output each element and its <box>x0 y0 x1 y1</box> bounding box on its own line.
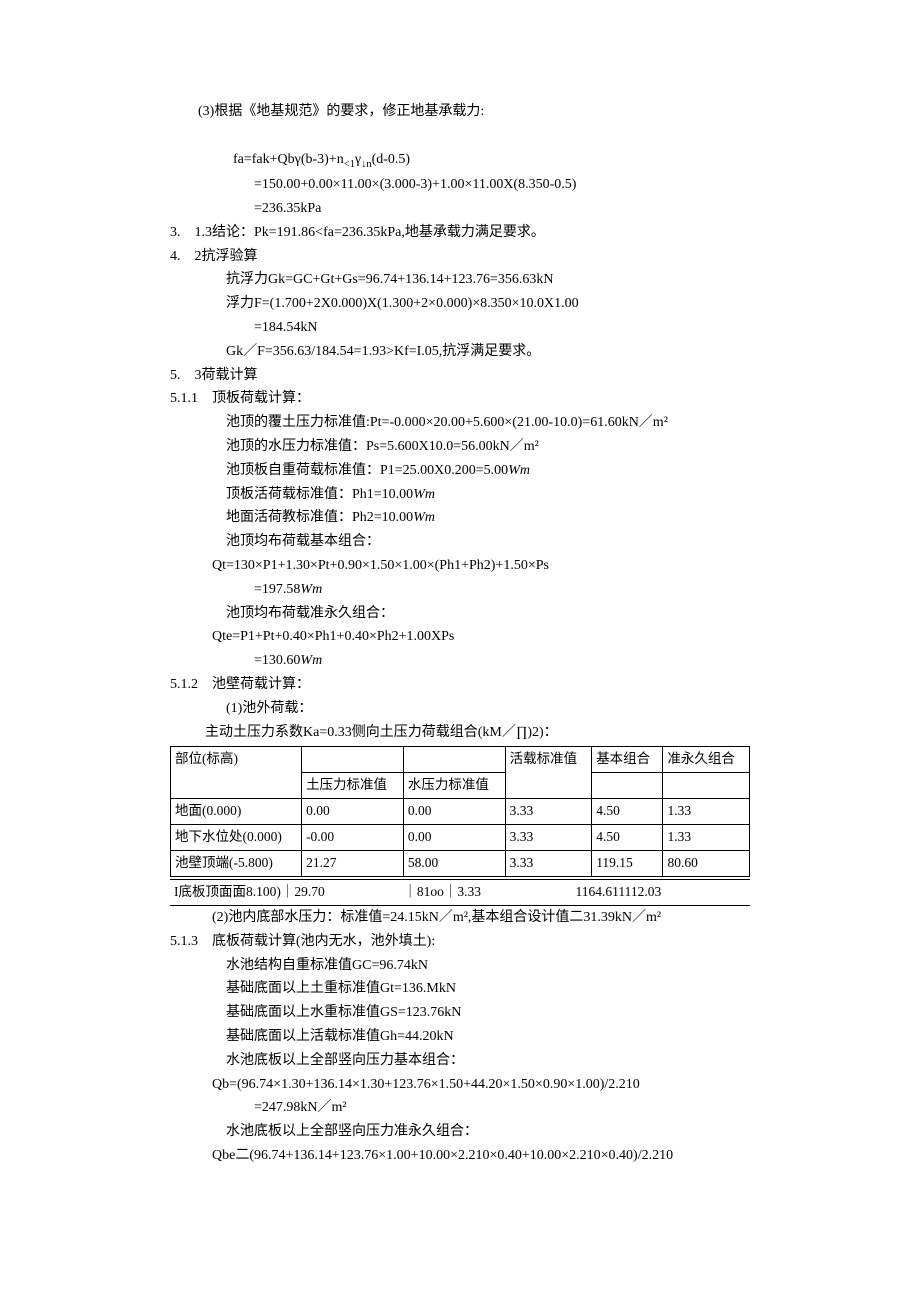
td: 4.50 <box>592 799 663 825</box>
text-line: 5. 3荷载计算 <box>170 364 750 388</box>
th: 部位(标高) <box>171 747 302 799</box>
pressure-table: 部位(标高) 活载标准值 基本组合 准永久组合 土压力标准值 水压力标准值 地面… <box>170 746 750 877</box>
text-line: =197.58Wm <box>170 578 750 602</box>
text-line: fa=fak+Qbγ(b-3)+n<1γ↓n(d-0.5) <box>170 124 750 173</box>
text-line: Qte=P1+Pt+0.40×Ph1+0.40×Ph2+1.00XPs <box>170 625 750 649</box>
td: 1.33 <box>663 799 750 825</box>
text-line: =247.98kN／m² <box>170 1096 750 1120</box>
text-line: 池顶均布荷载基本组合： <box>170 530 750 554</box>
text-line: 浮力F=(1.700+2X0.000)X(1.300+2×0.000)×8.35… <box>170 292 750 316</box>
text-line: 池顶的覆土压力标准值:Pt=-0.000×20.00+5.600×(21.00-… <box>170 411 750 435</box>
th-empty <box>302 747 404 773</box>
td: 地下水位处(0.000) <box>171 825 302 851</box>
td: 21.27 <box>302 851 404 877</box>
th: 基本组合 <box>592 747 663 773</box>
text-line: 主动土压力系数Ka=0.33侧向土压力荷载组合(kM／∏)2)： <box>170 721 750 745</box>
text-line: 基础底面以上土重标准值Gt=136.MkN <box>170 977 750 1001</box>
td: 3.33 <box>505 799 592 825</box>
text-line: 基础底面以上水重标准值GS=123.76kN <box>170 1001 750 1025</box>
frag: 池顶板自重荷载标准值：P1=25.00X0.200=5.00 <box>226 463 508 478</box>
table-header-row: 部位(标高) 活载标准值 基本组合 准永久组合 <box>171 747 750 773</box>
text-line: 池顶的水压力标准值：Ps=5.600X10.0=56.00kN／m² <box>170 435 750 459</box>
italic: Wm <box>413 510 435 525</box>
text-line: 池顶均布荷载准永久组合： <box>170 602 750 626</box>
text-line: 池顶板自重荷载标准值：P1=25.00X0.200=5.00Wm <box>170 459 750 483</box>
th-empty <box>403 747 505 773</box>
text-line: (3)根据《地基规范》的要求，修正地基承载力: <box>170 100 750 124</box>
td: 58.00 <box>403 851 505 877</box>
frag: 地面活荷教标准值：Ph2=10.00 <box>226 510 413 525</box>
text-line: Qt=130×P1+1.30×Pt+0.90×1.50×1.00×(Ph1+Ph… <box>170 554 750 578</box>
text-line: =130.60Wm <box>170 649 750 673</box>
td: 0.00 <box>302 799 404 825</box>
frag: =197.58 <box>254 582 300 597</box>
text-line: 5.1.3 底板荷载计算(池内无水，池外填土): <box>170 930 750 954</box>
text-line: Qb=(96.74×1.30+136.14×1.30+123.76×1.50+4… <box>170 1073 750 1097</box>
table-row: 地下水位处(0.000) -0.00 0.00 3.33 4.50 1.33 <box>171 825 750 851</box>
td: 0.00 <box>403 799 505 825</box>
th: 活载标准值 <box>505 747 592 799</box>
td: -0.00 <box>302 825 404 851</box>
text-line: 水池底板以上全部竖向压力准永久组合： <box>170 1120 750 1144</box>
frag: fa=fak+Qbγ(b-3)+n <box>233 152 344 167</box>
th: 准永久组合 <box>663 747 750 773</box>
subscript: <1 <box>344 158 355 169</box>
text-line: 3. 1.3结论：Pk=191.86<fa=236.35kPa,地基承载力满足要… <box>170 221 750 245</box>
text-line: =150.00+0.00×11.00×(3.000-3)+1.00×11.00X… <box>170 173 750 197</box>
text-line: 4. 2抗浮验算 <box>170 245 750 269</box>
italic: Wm <box>300 653 322 668</box>
td: 地面(0.000) <box>171 799 302 825</box>
th-empty <box>592 773 663 799</box>
th: 水压力标准值 <box>403 773 505 799</box>
italic: Wm <box>508 463 530 478</box>
frag: (d-0.5) <box>372 152 411 167</box>
text-line: =236.35kPa <box>170 197 750 221</box>
text-line: 5.1.1 顶板荷载计算： <box>170 387 750 411</box>
frag: 1164.611112.03 <box>576 881 662 904</box>
frag: =130.60 <box>254 653 300 668</box>
text-line: 水池底板以上全部竖向压力基本组合： <box>170 1049 750 1073</box>
table-row: 池壁顶端(-5.800) 21.27 58.00 3.33 119.15 80.… <box>171 851 750 877</box>
text-line: 抗浮力Gk=GC+Gt+Gs=96.74+136.14+123.76=356.6… <box>170 268 750 292</box>
text-line: (1)池外荷载： <box>170 697 750 721</box>
td: 0.00 <box>403 825 505 851</box>
text-line: Gk／F=356.63/184.54=1.93>Kf=I.05,抗浮满足要求。 <box>170 340 750 364</box>
td: 池壁顶端(-5.800) <box>171 851 302 877</box>
text-line: 地面活荷教标准值：Ph2=10.00Wm <box>170 506 750 530</box>
text-line: Qbe二(96.74+136.14+123.76×1.00+10.00×2.21… <box>170 1144 750 1168</box>
text-line: 顶板活荷载标准值：Ph1=10.00Wm <box>170 483 750 507</box>
th: 土压力标准值 <box>302 773 404 799</box>
subscript: ↓n <box>361 158 372 169</box>
text-line: 基础底面以上活载标准值Gh=44.20kN <box>170 1025 750 1049</box>
text-line: 5.1.2 池壁荷载计算： <box>170 673 750 697</box>
italic: Wm <box>300 582 322 597</box>
text-line: 水池结构自重标准值GC=96.74kN <box>170 954 750 978</box>
text-line: =184.54kN <box>170 316 750 340</box>
frag: I底板顶面面8.100)｜29.70 <box>174 881 391 904</box>
td: 3.33 <box>505 851 592 877</box>
td: 80.60 <box>663 851 750 877</box>
td: 4.50 <box>592 825 663 851</box>
text-line: (2)池内底部水压力：标准值=24.15kN／m²,基本组合设计值二31.39k… <box>170 906 750 930</box>
th-empty <box>663 773 750 799</box>
frag: 顶板活荷载标准值：Ph1=10.00 <box>226 487 413 502</box>
italic: Wm <box>413 487 435 502</box>
td: 119.15 <box>592 851 663 877</box>
table-broken-row: I底板顶面面8.100)｜29.70 ｜81oo｜3.33 1164.61111… <box>170 879 750 906</box>
table-row: 地面(0.000) 0.00 0.00 3.33 4.50 1.33 <box>171 799 750 825</box>
frag: ｜81oo｜3.33 <box>403 881 563 904</box>
td: 3.33 <box>505 825 592 851</box>
td: 1.33 <box>663 825 750 851</box>
